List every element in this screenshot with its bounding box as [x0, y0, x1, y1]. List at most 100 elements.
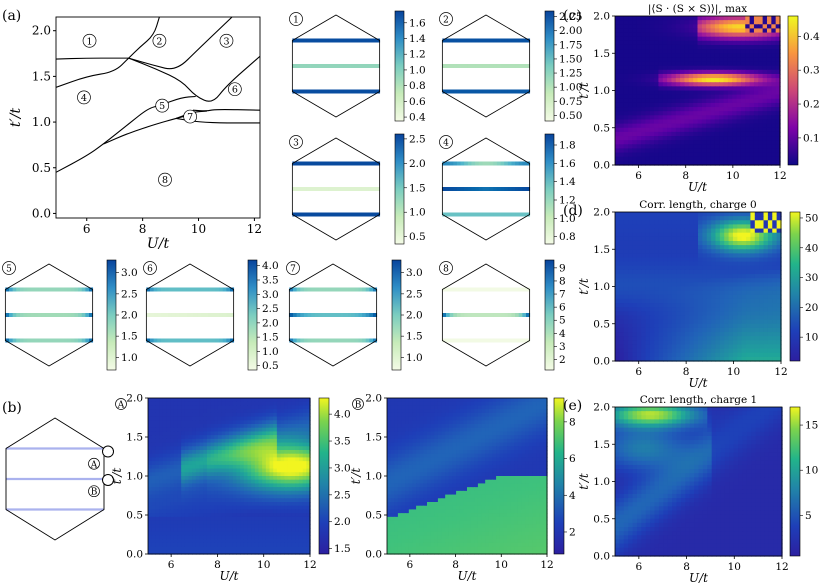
- heatmap-cell: [499, 494, 504, 499]
- heatmap-cell: [481, 550, 486, 555]
- heatmap-cell: [693, 28, 699, 34]
- heatmap-cell: [276, 498, 282, 503]
- heatmap-cell: [496, 398, 501, 403]
- heatmap-cell: [280, 502, 285, 507]
- bond-segment: [336, 64, 341, 68]
- heatmap-cell: [210, 442, 215, 447]
- colorbar-tick-label: 0.50: [559, 110, 582, 122]
- heatmap-cell: [394, 513, 399, 518]
- heatmap-cell: [192, 461, 197, 466]
- heatmap-cell: [514, 528, 519, 533]
- bond-segment: [518, 338, 523, 343]
- colorbar-tick-label: 4: [559, 328, 566, 340]
- heatmap-cell: [214, 416, 219, 421]
- heatmap-cell: [195, 453, 201, 459]
- heatmap-cell: [225, 546, 230, 551]
- region-marker: [152, 33, 167, 48]
- bond-segment: [504, 64, 509, 68]
- heatmap-cell: [159, 535, 164, 540]
- heatmap-cell: [448, 509, 454, 514]
- bond-segment: [511, 287, 516, 292]
- heatmap-cell: [492, 424, 497, 429]
- heatmap-cell: [441, 453, 446, 459]
- heatmap-cell: [517, 457, 523, 462]
- heatmap-cell: [155, 438, 160, 444]
- heatmap-cell: [199, 472, 204, 477]
- heatmap-cell: [412, 401, 417, 407]
- heatmap-cell: [485, 502, 490, 507]
- heatmap-cell: [232, 483, 237, 488]
- heatmap-cell: [225, 479, 230, 485]
- heatmap-cell: [510, 528, 515, 533]
- heatmap-cell: [521, 398, 526, 403]
- heatmap-cell: [517, 487, 523, 492]
- bond-segment: [482, 212, 487, 217]
- bond-segment: [467, 89, 472, 94]
- heatmap-cell: [236, 487, 241, 492]
- heatmap-cell: [470, 546, 475, 551]
- heatmap-cell: [503, 487, 508, 492]
- heatmap-cell: [675, 20, 681, 25]
- heatmap-cell: [532, 483, 537, 488]
- colorbar-tick-label: 5: [559, 315, 566, 327]
- heatmap-cell: [427, 438, 432, 444]
- heatmap-cell: [291, 479, 296, 485]
- bond-segment: [486, 287, 491, 292]
- colorbar-tick-label: 6: [559, 302, 566, 314]
- heatmap-cell: [240, 431, 245, 436]
- heatmap-cell: [775, 16, 781, 21]
- bond-segment: [515, 89, 520, 94]
- heatmap-cell: [240, 516, 245, 522]
- bond-segment: [81, 338, 86, 343]
- heatmap-cell: [536, 502, 541, 507]
- heatmap-cell: [177, 464, 182, 470]
- bond-segment: [460, 64, 465, 68]
- heatmap-cell: [232, 472, 237, 477]
- heatmap-cell: [258, 528, 263, 533]
- heatmap-cell: [217, 416, 223, 421]
- bond-segment: [314, 89, 319, 94]
- bond-segment: [365, 161, 370, 166]
- bond-segment: [343, 161, 348, 166]
- heatmap-cell: [459, 435, 464, 440]
- heatmap-cell: [412, 490, 417, 496]
- heatmap-cell: [503, 457, 508, 462]
- heatmap-cell: [269, 461, 274, 466]
- heatmap-cell: [280, 442, 285, 447]
- bond-segment: [336, 187, 341, 191]
- heatmap-cell: [188, 431, 193, 436]
- heatmap-cell: [474, 409, 479, 414]
- heatmap-cell: [273, 453, 278, 459]
- heatmap-cell: [496, 468, 501, 473]
- bond-segment: [496, 38, 501, 43]
- heatmap-cell: [214, 464, 219, 470]
- heatmap-cell: [276, 401, 282, 407]
- heatmap-cell: [210, 424, 215, 429]
- heatmap-cell: [247, 442, 252, 447]
- heatmap-cell: [206, 531, 212, 537]
- bond-segment: [332, 64, 337, 68]
- bond-segment: [449, 212, 454, 217]
- region-marker: [227, 82, 242, 97]
- heatmap-cell: [405, 535, 410, 540]
- heatmap-cell: [525, 461, 530, 466]
- heatmap-cell: [240, 401, 245, 407]
- heatmap-cell: [269, 498, 274, 503]
- heatmap-cell: [151, 435, 156, 440]
- bond-segment: [478, 161, 483, 166]
- bond-segment: [511, 187, 516, 191]
- heatmap-cell: [397, 490, 403, 496]
- bond-segment: [475, 187, 480, 191]
- heatmap-cell: [394, 446, 399, 451]
- heatmap-cell: [390, 435, 395, 440]
- heatmap-cell: [510, 424, 515, 429]
- heatmap-cell: [159, 438, 164, 444]
- heatmap-cell: [254, 494, 260, 499]
- heatmap-cell: [496, 487, 501, 492]
- heatmap-cell: [667, 61, 673, 67]
- heatmap-cell: [736, 24, 742, 30]
- heatmap-cell: [510, 405, 515, 410]
- bond-segment: [456, 38, 461, 43]
- heatmap-cell: [525, 438, 530, 444]
- heatmap-cell: [434, 401, 439, 407]
